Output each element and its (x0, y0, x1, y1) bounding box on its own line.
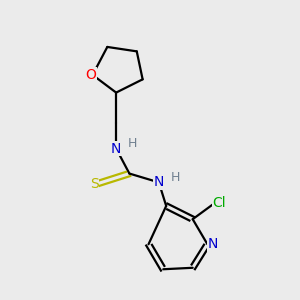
Text: N: N (154, 176, 164, 189)
Text: N: N (111, 142, 121, 155)
Text: S: S (90, 177, 98, 191)
Text: H: H (128, 137, 137, 150)
Text: O: O (86, 68, 97, 82)
Text: Cl: Cl (212, 196, 226, 210)
Text: N: N (208, 237, 218, 251)
Text: H: H (170, 171, 180, 184)
